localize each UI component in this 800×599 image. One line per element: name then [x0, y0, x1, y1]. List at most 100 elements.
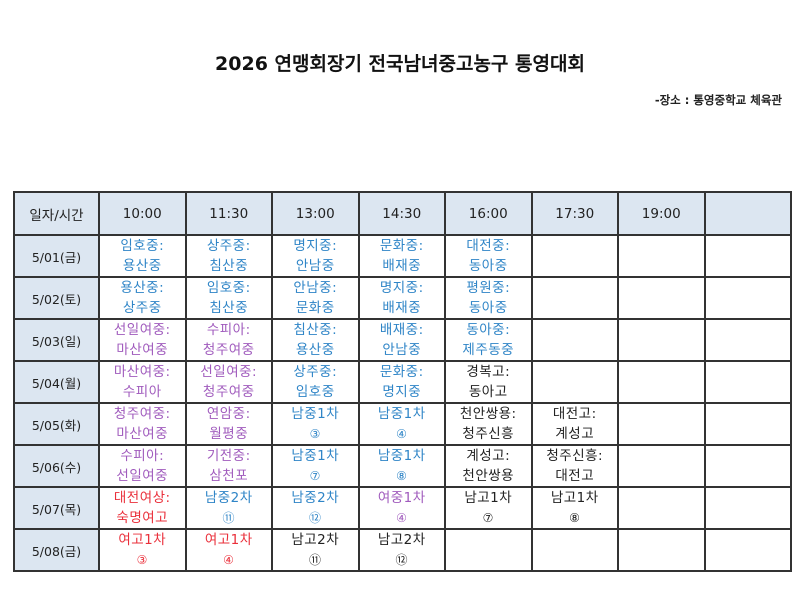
team-b: 마산여중	[116, 426, 169, 442]
team-b: 안남중	[382, 342, 422, 358]
team-b: 선일여중	[116, 468, 169, 484]
game-number: ④	[396, 427, 408, 441]
match-cell: 남중1차 ⑦	[271, 444, 360, 488]
team-a: 임호중:	[120, 238, 165, 254]
team-a: 대전고:	[552, 406, 597, 422]
team-b: 안남중	[295, 258, 335, 274]
round-label: 남중1차	[291, 406, 340, 422]
team-a: 수피아:	[120, 448, 165, 464]
corner-header: 일자/시간	[13, 191, 100, 236]
match-cell: 남고2차 ⑫	[357, 528, 446, 572]
empty-cell	[617, 276, 706, 320]
team-b: 상주중	[122, 300, 162, 316]
team-a: 수피아:	[206, 322, 251, 338]
match-cell: 남중1차 ④	[357, 402, 446, 446]
round-label: 남고2차	[291, 532, 340, 548]
team-b: 제주동중	[462, 342, 515, 358]
date-cell: 5/02(토)	[13, 276, 100, 320]
empty-cell	[530, 318, 619, 362]
round-label: 남중2차	[204, 490, 253, 506]
match-cell: 임호중: 용산중	[98, 234, 187, 278]
empty-cell	[617, 528, 706, 572]
date-cell: 5/08(금)	[13, 528, 100, 572]
match-cell: 대전중: 동아중	[444, 234, 533, 278]
time-header: 19:00	[617, 191, 706, 236]
team-a: 연암중:	[206, 406, 251, 422]
match-cell: 명지중: 배재중	[357, 276, 446, 320]
empty-cell	[530, 360, 619, 404]
schedule-body: 5/01(금) 임호중: 용산중 상주중: 침산중 명지중: 안남중 문화중: 배재중 대전중: 동…	[13, 234, 792, 572]
match-cell: 문화중: 명지중	[357, 360, 446, 404]
team-b: 수피아	[122, 384, 162, 400]
match-cell: 천안쌍용: 청주신흥	[444, 402, 533, 446]
team-b: 동아중	[468, 300, 508, 316]
empty-cell	[703, 360, 792, 404]
team-a: 상주중:	[206, 238, 251, 254]
match-cell: 배재중: 안남중	[357, 318, 446, 362]
team-b: 월평중	[209, 426, 249, 442]
match-cell: 대전여상: 숙명여고	[98, 486, 187, 530]
match-cell: 남중2차 ⑪	[184, 486, 273, 530]
empty-cell	[617, 444, 706, 488]
match-cell: 청주여중: 마산여중	[98, 402, 187, 446]
team-a: 안남중:	[293, 280, 338, 296]
empty-cell	[703, 528, 792, 572]
match-cell: 수피아: 선일여중	[98, 444, 187, 488]
empty-cell	[530, 234, 619, 278]
match-cell: 마산여중: 수피아	[98, 360, 187, 404]
team-a: 선일여중:	[113, 322, 171, 338]
match-cell: 남고1차 ⑦	[444, 486, 533, 530]
team-b: 청주여중	[202, 384, 255, 400]
table-row: 5/07(목) 대전여상: 숙명여고 남중2차 ⑪ 남중2차 ⑫ 여중1차 ④ 남고1차 ⑦ 남고1차…	[13, 486, 792, 530]
team-b: 숙명여고	[116, 510, 169, 526]
team-b: 임호중	[295, 384, 335, 400]
match-cell: 계성고: 천안쌍용	[444, 444, 533, 488]
match-cell: 청주신흥: 대전고	[530, 444, 619, 488]
game-number: ⑪	[308, 553, 322, 567]
empty-cell	[444, 528, 533, 572]
match-cell: 수피아: 청주여중	[184, 318, 273, 362]
match-cell: 여고1차 ④	[184, 528, 273, 572]
match-cell: 기전중: 삼천포	[184, 444, 273, 488]
round-label: 여고1차	[118, 532, 167, 548]
team-a: 계성고:	[466, 448, 511, 464]
round-label: 남중2차	[291, 490, 340, 506]
time-header	[703, 191, 792, 236]
team-a: 기전중:	[206, 448, 251, 464]
team-b: 명지중	[382, 384, 422, 400]
match-cell: 용산중: 상주중	[98, 276, 187, 320]
match-cell: 문화중: 배재중	[357, 234, 446, 278]
empty-cell	[617, 486, 706, 530]
table-row: 5/06(수) 수피아: 선일여중 기전중: 삼천포 남중1차 ⑦ 남중1차 ⑧ 계성고: 천안쌍용…	[13, 444, 792, 488]
team-b: 용산중	[122, 258, 162, 274]
team-a: 선일여중:	[200, 364, 258, 380]
match-cell: 상주중: 침산중	[184, 234, 273, 278]
team-b: 계성고	[555, 426, 595, 442]
team-b: 배재중	[382, 300, 422, 316]
match-cell: 임호중: 침산중	[184, 276, 273, 320]
team-a: 상주중:	[293, 364, 338, 380]
table-row: 5/03(일) 선일여중: 마산여중 수피아: 청주여중 침산중: 용산중 배재중: 안남중 동아…	[13, 318, 792, 362]
page-title: 2026 연맹회장기 전국남녀중고농구 통영대회	[215, 53, 585, 75]
team-a: 청주신흥:	[546, 448, 604, 464]
table-row: 5/02(토) 용산중: 상주중 임호중: 침산중 안남중: 문화중 명지중: 배재중 평원중: 동…	[13, 276, 792, 320]
match-cell: 남중2차 ⑫	[271, 486, 360, 530]
team-a: 배재중:	[379, 322, 424, 338]
date-cell: 5/06(수)	[13, 444, 100, 488]
match-cell: 침산중: 용산중	[271, 318, 360, 362]
match-cell: 상주중: 임호중	[271, 360, 360, 404]
date-cell: 5/03(일)	[13, 318, 100, 362]
round-label: 여고1차	[204, 532, 253, 548]
match-cell: 여고1차 ③	[98, 528, 187, 572]
game-number: ④	[223, 553, 235, 567]
team-a: 천안쌍용:	[459, 406, 517, 422]
team-b: 침산중	[209, 258, 249, 274]
empty-cell	[703, 276, 792, 320]
team-a: 침산중:	[293, 322, 338, 338]
game-number: ⑫	[395, 553, 408, 567]
empty-cell	[703, 318, 792, 362]
match-cell: 평원중: 동아중	[444, 276, 533, 320]
round-label: 여중1차	[377, 490, 426, 506]
table-row: 5/04(월) 마산여중: 수피아 선일여중: 청주여중 상주중: 임호중 문화중: 명지중 경복…	[13, 360, 792, 404]
team-a: 경복고:	[466, 364, 511, 380]
